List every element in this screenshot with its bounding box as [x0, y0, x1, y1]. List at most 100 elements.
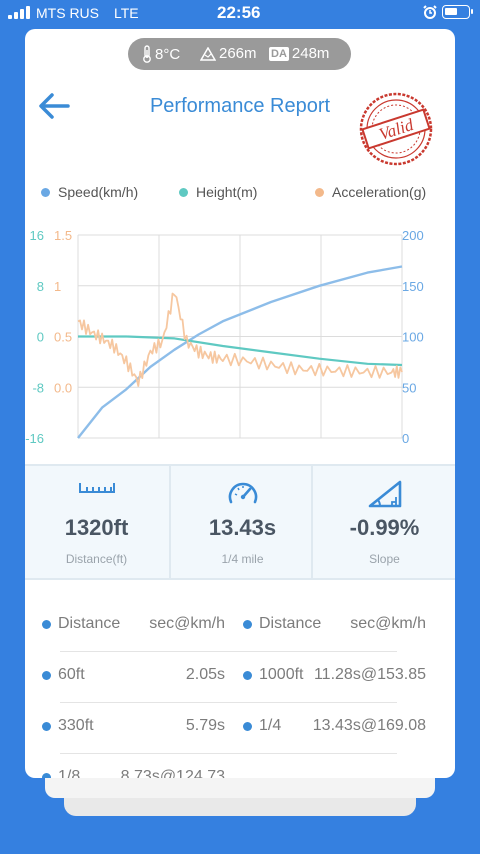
- split-label: 1000ft: [259, 666, 304, 683]
- split-label: 330ft: [58, 717, 94, 734]
- legend-item-speed: Speed(km/h): [41, 184, 138, 200]
- header-cell: Distance: [243, 615, 321, 633]
- height-tick-label: -16: [25, 431, 44, 445]
- stat-label: Distance(ft): [65, 552, 128, 566]
- header-cell: sec@km/h: [325, 615, 426, 633]
- speed-tick-label: 200: [402, 228, 424, 243]
- split-label: 1/4: [259, 717, 282, 734]
- ruler-icon: [78, 483, 115, 493]
- thermometer-icon: [143, 45, 151, 63]
- split-name: 1/4: [243, 717, 281, 735]
- legend-label: Speed(km/h): [58, 184, 139, 200]
- density-altitude-label: DA: [269, 46, 289, 61]
- back-arrow-icon[interactable]: [37, 91, 71, 121]
- bullet: [243, 619, 252, 629]
- split-value: 2.05s: [185, 666, 225, 683]
- page-title: Performance Report: [149, 95, 331, 117]
- clock: 22:56: [217, 3, 261, 22]
- legend-label: Acceleration(g): [332, 184, 427, 200]
- legend-label: Height(m): [196, 184, 258, 200]
- legend-dot: [315, 187, 324, 197]
- acceleration-series-line: [77, 292, 403, 387]
- speed-series-line: [77, 265, 403, 439]
- bullet: [243, 721, 252, 731]
- header-cell: Distance: [42, 615, 120, 633]
- header-cell: sec@km/h: [145, 615, 225, 633]
- height-series-line: [78, 335, 403, 367]
- environment-pill: 8°C 266m DA 248m: [128, 38, 351, 70]
- stat-slope: -0.99% Slope: [313, 466, 455, 578]
- row-divider: [60, 702, 397, 703]
- speed-tick-label: 50: [402, 380, 416, 395]
- acceleration-tick-label: 1: [54, 279, 61, 294]
- height-tick-label: 8: [37, 279, 44, 294]
- table-row: 1/8 8.73s@124.73: [25, 768, 455, 778]
- bullet: [42, 670, 51, 680]
- valid-stamp: Valid: [359, 92, 433, 166]
- header-label: sec@km/h: [149, 615, 225, 632]
- status-bar: MTS RUS LTE 22:56: [0, 0, 480, 26]
- stat-value: 1320ft: [64, 515, 129, 540]
- acceleration-tick-label: 0.5: [54, 330, 72, 345]
- slope-icon: [368, 480, 401, 508]
- bullet: [243, 670, 252, 680]
- signal-icon: [8, 6, 34, 19]
- acceleration-tick-label: 1.5: [54, 228, 72, 243]
- carrier-name: MTS RUS: [36, 5, 99, 21]
- summary-stats: 1320ft Distance(ft) 13.43s 1/4 mile -0.9…: [25, 464, 455, 580]
- stat-distance: 1320ft Distance(ft): [25, 466, 168, 578]
- stat-time: 13.43s 1/4 mile: [171, 466, 314, 578]
- speed-tick-label: 0: [402, 431, 409, 445]
- split-name: 60ft: [42, 666, 85, 684]
- header-label: Distance: [259, 615, 322, 632]
- altitude-value: 266m: [219, 45, 257, 62]
- bullet: [42, 721, 51, 731]
- performance-report-card: 8°C 266m DA 248m Performance Report Vali…: [25, 29, 455, 778]
- temperature-value: 8°C: [155, 45, 181, 63]
- table-row: 330ft 5.79s 1/4 13.43s@169.08: [25, 717, 455, 743]
- speed-tick-label: 100: [402, 330, 424, 345]
- legend-dot: [41, 187, 50, 197]
- network-type: LTE: [114, 5, 139, 21]
- divider: [311, 466, 313, 578]
- legend-item-height: Height(m): [179, 184, 257, 200]
- bullet: [42, 772, 51, 778]
- bullet: [42, 619, 51, 629]
- legend-dot: [179, 187, 188, 197]
- mountain-icon: [200, 46, 216, 61]
- height-tick-label: -8: [32, 380, 44, 395]
- battery-icon: [442, 5, 473, 19]
- split-label: 60ft: [58, 666, 85, 683]
- split-label: 1/8: [58, 768, 81, 778]
- height-tick-label: 0: [37, 330, 44, 345]
- row-divider: [60, 651, 397, 652]
- split-name: 1/8: [42, 768, 80, 778]
- split-value: 13.43s@169.08: [312, 717, 426, 734]
- stat-value: -0.99%: [349, 515, 420, 540]
- stat-label: Slope: [369, 552, 400, 566]
- acceleration-tick-label: 0.0: [54, 380, 72, 395]
- split-name: 1000ft: [243, 666, 303, 684]
- split-name: 330ft: [42, 717, 94, 735]
- header-label: sec@km/h: [350, 615, 426, 632]
- performance-chart: 16 8 0 -8 -16 1.5 1 0.5 0.0 200 150 100 50 0: [25, 228, 424, 445]
- density-altitude-item: DA 248m: [269, 45, 329, 62]
- split-value: 11.28s@153.85: [313, 666, 426, 683]
- table-header: Distance sec@km/h Distance sec@km/h: [25, 615, 455, 641]
- density-altitude-value: 248m: [291, 45, 330, 62]
- altitude-item: 266m: [200, 45, 257, 62]
- divider: [169, 466, 171, 578]
- split-value: 5.79s: [185, 717, 225, 734]
- header-label: Distance: [58, 615, 121, 632]
- speedometer-icon: [228, 482, 257, 504]
- split-value: 8.73s@124.73: [120, 768, 225, 778]
- alarm-icon: [423, 5, 437, 19]
- height-tick-label: 16: [30, 228, 44, 243]
- row-divider: [60, 753, 397, 754]
- speed-tick-label: 150: [402, 279, 424, 294]
- card-stack-shadow: [45, 776, 435, 798]
- stat-label: 1/4 mile: [221, 552, 264, 566]
- table-row: 60ft 2.05s 1000ft 11.28s@153.85: [25, 666, 455, 692]
- legend-item-acceleration: Acceleration(g): [315, 184, 426, 200]
- temperature-item: 8°C: [142, 45, 180, 63]
